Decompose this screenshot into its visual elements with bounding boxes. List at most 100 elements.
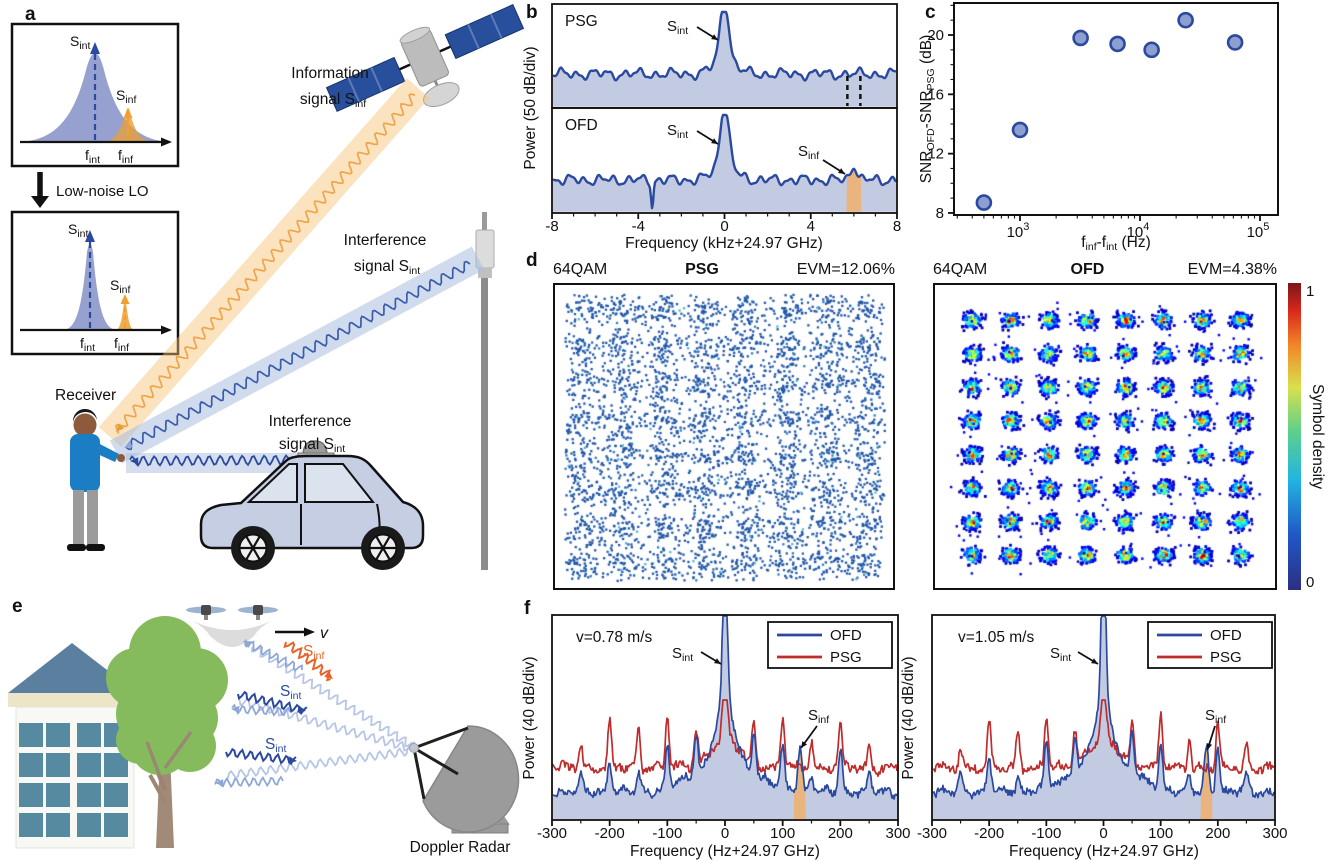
f-xtick: 300 [885, 825, 910, 842]
constellation-ofd-box [933, 283, 1277, 590]
scatter-point [1226, 34, 1244, 51]
interference-car-label-line2: signal Sint [279, 436, 345, 455]
b-xtick: -4 [632, 218, 645, 235]
c-ytick: 20 [927, 27, 944, 44]
interference-tower-label-line1: Interference [344, 232, 427, 249]
colorbar [1288, 283, 1301, 590]
legend-psg-label: PSG [830, 649, 862, 666]
sint-annotation: Sint [1050, 645, 1071, 664]
satellite-icon [325, 3, 525, 113]
f-xtick: -200 [974, 825, 1004, 842]
c-xtick: 104 [1127, 221, 1150, 241]
velocity-value: v=1.05 m/s [958, 629, 1034, 646]
panel-e-scene: v Sinf Sint Sint Doppler Radar [8, 605, 520, 856]
modulation-label: 64QAM [553, 261, 608, 278]
f-xtick: 0 [1099, 825, 1107, 842]
legend-box [767, 621, 893, 669]
constellation-psg-header: 64QAM PSG EVM=12.06% [553, 261, 895, 279]
signal-beams [98, 78, 485, 473]
legend-psg-label: PSG [1210, 649, 1242, 666]
f-ylabel: Power (40 dB/div) [521, 656, 538, 779]
constellation-psg-box [553, 283, 895, 590]
sinf-echo-label: Sinf [303, 643, 325, 662]
f-xtick: 100 [1148, 825, 1173, 842]
sint-annotation: Sint [667, 122, 688, 141]
tree-icon [106, 616, 228, 848]
velocity-value: v=0.78 m/s [576, 629, 652, 646]
finf-label: finf [118, 147, 133, 166]
scatter-point [975, 194, 993, 211]
receiver-person-icon [67, 408, 125, 551]
scatter-point [1177, 11, 1194, 29]
panel-label-a: a [25, 4, 36, 25]
interference-car-label-line1: Interference [269, 413, 352, 430]
sinf-annotation: Sinf [1205, 707, 1226, 726]
c-xlabel: finf-fint (Hz) [1081, 234, 1151, 253]
f-xtick: -300 [537, 825, 567, 842]
sinf-annotation: Sinf [808, 707, 829, 726]
panel-label-c: c [925, 2, 936, 23]
evm-value: EVM=12.06% [796, 261, 895, 278]
scatter-point [1072, 29, 1089, 47]
f-xtick: -200 [595, 825, 625, 842]
car-icon [199, 440, 425, 570]
c-xtick: 105 [1247, 221, 1270, 241]
f-xtick: 300 [1262, 825, 1287, 842]
b-xtick: 4 [807, 218, 815, 235]
receiver-label: Receiver [55, 387, 116, 404]
method-label: OFD [1070, 261, 1105, 278]
sinf-annotation: Sinf [798, 143, 819, 162]
panel-c-scatter: 103 104 105 8 12 16 20 SNROFD-SNRPSG (dB) finf… [918, 2, 1279, 253]
legend-box [1147, 621, 1273, 669]
panel-label-e: e [12, 596, 23, 617]
doppler-radar-icon [409, 725, 520, 834]
lo-label: Low-noise LO [56, 183, 149, 200]
f-xlabel: Frequency (Hz+24.97 GHz) [1009, 843, 1199, 860]
f-xtick: 100 [770, 825, 795, 842]
panel-label-f: f [524, 598, 531, 619]
sint-annotation: Sint [667, 18, 688, 37]
f-xtick: -100 [1031, 825, 1061, 842]
colorbar-min-label: 0 [1306, 574, 1315, 591]
car-wheel [231, 526, 275, 570]
c-xtick: 103 [1007, 221, 1030, 241]
ofd-trace-label: OFD [565, 117, 598, 134]
sint-label: Sint [70, 33, 91, 52]
b-xtick: -8 [545, 218, 558, 235]
constellation-ofd-plot [935, 285, 1275, 588]
f-xtick: 200 [828, 825, 853, 842]
colorbar-max-label: 1 [1306, 283, 1315, 300]
scatter-point [1109, 35, 1126, 53]
b-xtick: 8 [893, 218, 901, 235]
fint-label: fint [80, 335, 95, 354]
sint-annotation: Sint [672, 645, 693, 664]
constellation-ofd-header: 64QAM OFD EVM=4.38% [933, 261, 1277, 279]
b-xlabel: Frequency (kHz+24.97 GHz) [625, 235, 823, 252]
scatter-point [1011, 121, 1029, 139]
information-signal-label-line2: signal Sinf [300, 91, 366, 110]
spectrum-inset-after: Sint Sinf fint finf [10, 210, 180, 356]
fint-label: fint [85, 147, 100, 166]
c-ylabel: SNROFD-SNRPSG (dB) [918, 35, 937, 184]
b-xtick: 0 [720, 218, 728, 235]
information-signal-label-line1: Information [291, 65, 369, 82]
method-label: PSG [685, 261, 719, 278]
f-xtick: 0 [721, 825, 729, 842]
f-xtick: -300 [917, 825, 947, 842]
finf-label: finf [114, 335, 129, 354]
narrow-info-peak [116, 299, 134, 330]
doppler-radar-label: Doppler Radar [410, 839, 511, 856]
psg-trace-label: PSG [565, 13, 598, 30]
radar-waves [214, 639, 416, 789]
cell-tower-icon [475, 212, 495, 570]
c-ytick: 8 [936, 205, 944, 222]
sint-echo-label: Sint [280, 683, 302, 702]
velocity-label: v [320, 625, 329, 642]
sint-echo-label: Sint [265, 736, 287, 755]
f-xtick: 200 [1205, 825, 1230, 842]
f-xtick: -100 [652, 825, 682, 842]
car-wheel [361, 526, 405, 570]
velocity-arrow: v [275, 625, 329, 642]
